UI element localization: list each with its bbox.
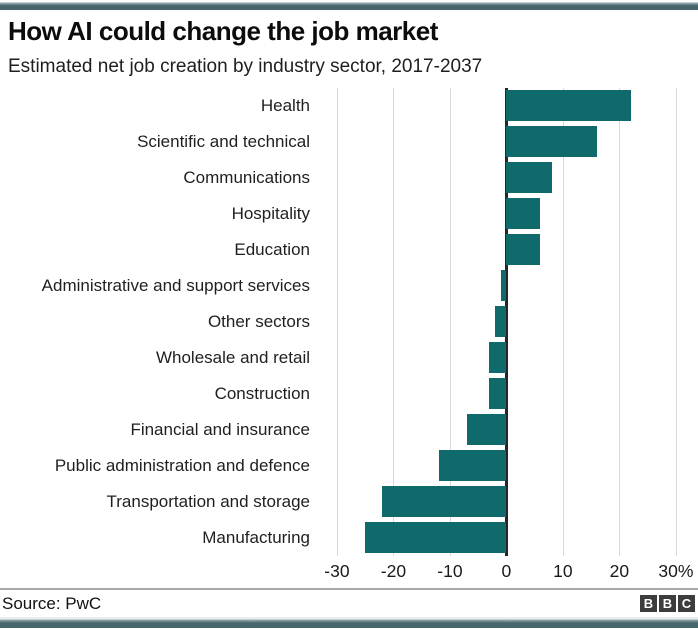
category-label: Construction bbox=[214, 384, 310, 403]
chart-row: Construction bbox=[0, 376, 698, 412]
gridline bbox=[449, 88, 451, 556]
source-label: Source: PwC bbox=[2, 593, 102, 613]
bbc-logo-block: B bbox=[659, 595, 676, 612]
x-axis-tick-label: 0 bbox=[501, 561, 512, 581]
window-top-strip bbox=[0, 0, 698, 10]
x-axis-tick-label: -10 bbox=[437, 561, 463, 581]
category-label: Communications bbox=[183, 168, 310, 187]
bar-track bbox=[320, 160, 690, 196]
x-axis-tick-label: 10 bbox=[553, 561, 573, 581]
bar-track bbox=[320, 484, 690, 520]
chart-row: Scientific and technical bbox=[0, 124, 698, 160]
chart-row: Health bbox=[0, 88, 698, 124]
bar-wholesale-and-retail bbox=[489, 342, 507, 373]
bar-track bbox=[320, 232, 690, 268]
chart-subtitle: Estimated net job creation by industry s… bbox=[8, 55, 483, 77]
chart-header: How AI could change the job market Estim… bbox=[0, 10, 698, 88]
gridline bbox=[619, 88, 621, 556]
chart-row: Communications bbox=[0, 160, 698, 196]
x-axis-tick-label: -20 bbox=[380, 561, 407, 581]
gridlines bbox=[320, 88, 690, 556]
bar-track bbox=[320, 196, 690, 232]
bar-public-administration-and-defence bbox=[438, 450, 507, 481]
window-bottom-strip bbox=[0, 617, 698, 628]
category-label: Manufacturing bbox=[202, 528, 310, 547]
bar-track bbox=[320, 340, 690, 376]
bar-track bbox=[320, 376, 690, 412]
chart-row: Transportation and storage bbox=[0, 484, 698, 520]
chart-title: How AI could change the job market bbox=[8, 16, 438, 46]
chart-rows: Health Scientific and technical Communicat… bbox=[0, 88, 698, 556]
x-axis-tick-label: 20 bbox=[609, 561, 630, 581]
bbc-logo-block: C bbox=[678, 595, 695, 612]
bar-track bbox=[320, 304, 690, 340]
gridline bbox=[675, 88, 677, 556]
x-axis-tick-label: 30% bbox=[658, 561, 694, 581]
category-label: Scientific and technical bbox=[137, 132, 310, 151]
chart-row: Administrative and support services bbox=[0, 268, 698, 304]
gridline bbox=[336, 88, 338, 556]
bar-other-sectors bbox=[495, 306, 507, 337]
zero-axis-line bbox=[505, 88, 509, 556]
chart-row: Wholesale and retail bbox=[0, 340, 698, 376]
bar-track bbox=[320, 88, 690, 124]
chart-row: Manufacturing bbox=[0, 520, 698, 556]
bar-financial-and-insurance bbox=[466, 414, 507, 445]
x-axis-tick-label: -30 bbox=[324, 561, 350, 581]
category-label: Transportation and storage bbox=[106, 492, 311, 511]
bar-scientific-and-technical bbox=[506, 126, 597, 157]
bar-health bbox=[506, 90, 631, 121]
category-label: Hospitality bbox=[231, 204, 310, 223]
bar-track bbox=[320, 268, 690, 304]
bar-track bbox=[320, 124, 690, 160]
bar-track bbox=[320, 520, 690, 556]
chart-row: Financial and insurance bbox=[0, 412, 698, 448]
bar-manufacturing bbox=[365, 522, 507, 553]
bar-track bbox=[320, 412, 690, 448]
category-label: Financial and insurance bbox=[130, 420, 310, 439]
category-label: Administrative and support services bbox=[41, 276, 310, 295]
gridline bbox=[562, 88, 564, 556]
bbc-logo-block: B bbox=[640, 595, 657, 612]
chart-row: Public administration and defence bbox=[0, 448, 698, 484]
category-label: Other sectors bbox=[207, 312, 310, 331]
bar-chart: Health Scientific and technical Communicat… bbox=[0, 88, 698, 556]
category-label: Education bbox=[234, 240, 310, 259]
bar-transportation-and-storage bbox=[382, 486, 507, 517]
chart-row: Other sectors bbox=[0, 304, 698, 340]
bar-communications bbox=[506, 162, 552, 193]
chart-row: Hospitality bbox=[0, 196, 698, 232]
bar-hospitality bbox=[506, 198, 541, 229]
x-axis: -30 -20 -10 0 10 20 30% bbox=[320, 556, 694, 588]
bar-construction bbox=[489, 378, 507, 409]
bar-education bbox=[506, 234, 541, 265]
bar-track bbox=[320, 448, 690, 484]
category-label: Health bbox=[260, 96, 310, 115]
category-label: Public administration and defence bbox=[54, 456, 310, 475]
category-label: Wholesale and retail bbox=[155, 348, 310, 367]
gridline bbox=[393, 88, 395, 556]
bar-administrative-and-support-services bbox=[500, 270, 507, 301]
chart-row: Education bbox=[0, 232, 698, 268]
